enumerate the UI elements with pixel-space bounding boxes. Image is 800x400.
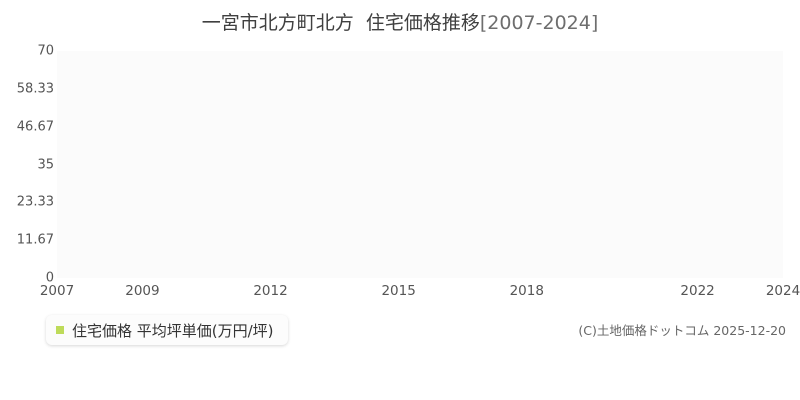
y-axis-tick-label: 23.33 (16, 194, 54, 210)
legend[interactable]: 住宅価格 平均坪単価(万円/坪) (46, 315, 288, 345)
title-metric: 住宅価格推移 (365, 12, 480, 34)
y-axis-tick-label: 11.67 (16, 232, 54, 248)
y-axis-tick-label: 35 (37, 157, 54, 172)
x-axis-tick-label: 2009 (125, 283, 160, 299)
page-title: 一宮市北方町北方 住宅価格推移[2007-2024] (0, 8, 800, 35)
y-axis-tick-label: 58.33 (16, 81, 54, 97)
legend-label: 住宅価格 平均坪単価(万円/坪) (72, 321, 274, 340)
x-axis-tick-label: 2024 (765, 283, 800, 299)
title-area-name: 一宮市北方町北方 (201, 12, 354, 34)
x-axis-tick-label: 2015 (381, 283, 416, 299)
x-axis-tick-label: 2012 (253, 283, 288, 299)
plot-background (57, 51, 783, 278)
plot-area (57, 51, 783, 278)
legend-swatch-icon (56, 326, 64, 334)
y-axis-tick-label: 70 (37, 43, 54, 59)
credit-text: (C)土地価格ドットコム 2025-12-20 (578, 323, 786, 338)
x-axis-tick-label: 2018 (509, 283, 544, 299)
title-year-range: [2007-2024] (479, 12, 599, 34)
x-axis-tick-label: 2007 (39, 283, 75, 299)
y-axis-tick-label: 0 (45, 270, 54, 286)
y-axis-tick-label: 46.67 (16, 119, 54, 135)
x-axis-tick-label: 2022 (680, 283, 715, 299)
